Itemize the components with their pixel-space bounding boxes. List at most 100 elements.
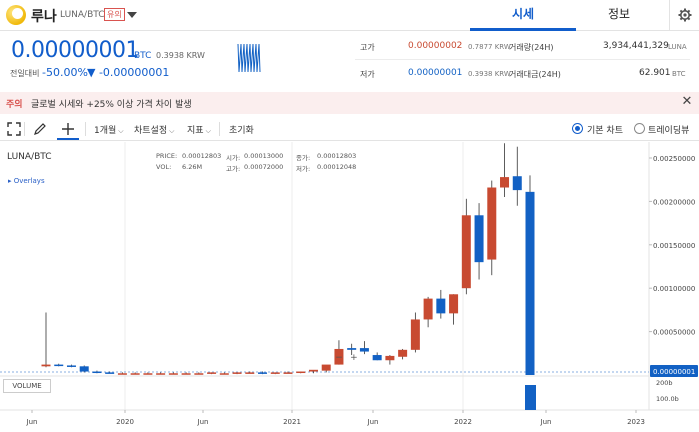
candle-body bbox=[92, 371, 102, 374]
tradingview-radio[interactable] bbox=[634, 123, 645, 134]
ohlc-open-label: 시가: bbox=[226, 154, 241, 162]
candle-body bbox=[168, 373, 178, 375]
candle-body bbox=[130, 373, 140, 375]
volume24-unit: LUNA bbox=[668, 43, 687, 51]
candle-body bbox=[461, 215, 471, 289]
ohlc-close-label: 종가: bbox=[296, 154, 311, 162]
basic-chart-label[interactable]: 기본 차트 bbox=[587, 126, 623, 136]
reset-button[interactable]: 초기화 bbox=[229, 126, 254, 136]
y-tick-label: 0.00200000 bbox=[653, 198, 695, 206]
low-label: 저가 bbox=[360, 70, 375, 79]
candle-body bbox=[334, 348, 344, 365]
y-tick-label: 0.00250000 bbox=[653, 155, 695, 163]
low-value: 0.00000001 bbox=[408, 68, 463, 78]
candle-body bbox=[398, 349, 408, 357]
chevron-down-icon: ⌵ bbox=[205, 127, 211, 135]
coin-dropdown-icon[interactable] bbox=[127, 12, 137, 18]
draw-pencil-icon[interactable] bbox=[31, 120, 49, 138]
amount24-label: 거래대금(24H) bbox=[509, 70, 561, 79]
header-bar: 루나 LUNA/BTC 유의 시세 정보 bbox=[0, 0, 699, 31]
candle-body bbox=[41, 364, 51, 367]
y-tick-label: 0.00100000 bbox=[653, 285, 695, 293]
change-percent: -50.00% bbox=[42, 66, 88, 79]
crosshair-icon[interactable] bbox=[59, 120, 77, 138]
x-tick-label: Jun bbox=[540, 418, 552, 426]
candle-body bbox=[66, 365, 76, 367]
x-tick-label: 2021 bbox=[283, 418, 301, 426]
period-select[interactable]: 1개월 ⌵ bbox=[94, 123, 124, 136]
settings-button[interactable] bbox=[669, 0, 699, 31]
volume-tick-label: 100.0b bbox=[656, 395, 679, 403]
candle-body bbox=[321, 364, 331, 371]
gear-icon bbox=[678, 8, 692, 22]
fullscreen-icon[interactable] bbox=[5, 120, 23, 138]
crosshair-active-indicator bbox=[57, 138, 79, 140]
candle-body bbox=[105, 372, 115, 374]
candle-body bbox=[54, 364, 64, 367]
candle-body bbox=[436, 298, 446, 314]
ohlc-low-value: 0.00012048 bbox=[317, 163, 357, 171]
candle-body bbox=[258, 372, 268, 374]
price-unit: BTC bbox=[134, 51, 152, 61]
current-price-badge-label: 0.00000001 bbox=[653, 368, 695, 376]
candle-body bbox=[423, 298, 433, 320]
candle-body bbox=[232, 372, 242, 374]
x-tick-label: 2023 bbox=[627, 418, 645, 426]
overlays-toggle[interactable]: ▸ Overlays bbox=[8, 177, 45, 185]
ohlc-price-value: 0.00012803 bbox=[182, 152, 222, 160]
candle-body bbox=[194, 373, 204, 375]
tab-quote[interactable]: 시세 bbox=[470, 0, 576, 31]
candle-body bbox=[117, 373, 127, 375]
x-tick-label: Jun bbox=[197, 418, 209, 426]
zoom-in-button[interactable]: + bbox=[350, 353, 358, 363]
change-label: 전일대비 bbox=[10, 69, 40, 78]
indicators-menu[interactable]: 지표 ⌵ bbox=[187, 123, 211, 136]
candle-body bbox=[347, 348, 357, 350]
coin-pair: LUNA/BTC bbox=[60, 10, 105, 20]
chart-settings-menu[interactable]: 차트설정 ⌵ bbox=[134, 123, 174, 136]
candle-body bbox=[474, 215, 484, 263]
x-tick-label: 2020 bbox=[116, 418, 134, 426]
low-krw: 0.3938 KRW bbox=[468, 70, 511, 78]
candle-body bbox=[500, 177, 510, 188]
x-tick-label: 2022 bbox=[454, 418, 472, 426]
volume24-value: 3,934,441,329 bbox=[603, 41, 669, 51]
ohlc-vol-value: 6.26M bbox=[182, 163, 203, 171]
amount24-value: 62.901 bbox=[639, 68, 671, 78]
ohlc-price-label: PRICE: bbox=[156, 152, 178, 160]
y-tick-label: 0.00150000 bbox=[653, 242, 695, 250]
tradingview-label[interactable]: 트레이딩뷰 bbox=[648, 126, 690, 136]
ohlc-low-label: 저가: bbox=[296, 165, 311, 173]
chevron-down-icon: ⌵ bbox=[169, 127, 175, 135]
high-value: 0.00000002 bbox=[408, 41, 463, 51]
basic-chart-radio[interactable] bbox=[572, 123, 583, 134]
zoom-out-button[interactable]: − bbox=[335, 353, 343, 363]
candle-body bbox=[525, 191, 535, 375]
close-icon[interactable]: ✕ bbox=[681, 94, 693, 109]
zoom-control: − + bbox=[333, 353, 360, 363]
price-krw: 0.3938 KRW bbox=[156, 51, 205, 60]
candle-body bbox=[207, 372, 217, 374]
high-label: 고가 bbox=[360, 43, 375, 52]
price-chart[interactable]: 0.00250000 0.00200000 0.00150000 0.00100000… bbox=[0, 142, 699, 432]
notice-banner: 주의 글로벌 시세와 +25% 이상 가격 차이 발생 ✕ bbox=[0, 92, 699, 114]
candle-body bbox=[296, 371, 306, 374]
volume-toggle-button[interactable]: VOLUME bbox=[3, 379, 51, 393]
candle-body bbox=[385, 355, 395, 361]
candle-body bbox=[372, 355, 382, 361]
notice-tag: 주의 bbox=[6, 100, 23, 110]
x-tick-label: Jun bbox=[26, 418, 38, 426]
candle-body bbox=[245, 372, 255, 374]
ohlc-vol-label: VOL: bbox=[156, 163, 172, 171]
toolbar-divider bbox=[24, 122, 25, 136]
x-tick-label: Jun bbox=[367, 418, 379, 426]
tab-info[interactable]: 정보 bbox=[607, 7, 631, 21]
ohlc-high-label: 고가: bbox=[226, 165, 241, 173]
ohlc-open-value: 0.00013000 bbox=[244, 152, 284, 160]
candle-body bbox=[283, 372, 293, 374]
candle-body bbox=[410, 319, 420, 350]
period-label: 1개월 bbox=[94, 126, 117, 136]
candle-body bbox=[143, 373, 153, 375]
price-sparkline bbox=[237, 43, 261, 73]
candle-body bbox=[219, 373, 229, 375]
